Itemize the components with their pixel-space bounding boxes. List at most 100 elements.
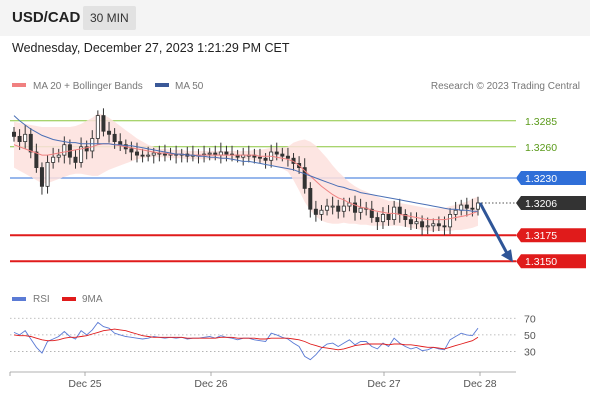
candle-body (380, 213, 385, 223)
level-value: 1.3260 (525, 142, 557, 154)
candle (380, 207, 385, 229)
candle-body (464, 204, 469, 209)
candle-body (459, 204, 464, 211)
candle (308, 182, 313, 218)
candle (330, 196, 335, 215)
candle-body (358, 207, 363, 213)
rsi-legend-swatch (12, 297, 26, 301)
candle (90, 130, 95, 159)
candle-body (62, 144, 67, 156)
candle-body (34, 151, 39, 168)
candle-body (39, 167, 44, 187)
candle (73, 149, 78, 169)
x-tick-label: Dec 28 (463, 378, 496, 390)
level-value: 1.3150 (525, 256, 557, 268)
x-tick-label: Dec 27 (367, 378, 400, 390)
candle (280, 147, 285, 162)
candle (436, 216, 441, 232)
candle-body (369, 208, 374, 218)
candle (414, 212, 419, 229)
main-legend: MA 20 + Bollinger Bands MA 50 Research ©… (12, 81, 580, 92)
level-label-1.3260: 1.3260 (525, 142, 557, 154)
candle-body (151, 152, 156, 156)
candles (11, 108, 480, 236)
candle (263, 153, 268, 169)
candle-body (263, 157, 268, 161)
candle (475, 196, 480, 216)
level-value: 1.3175 (525, 230, 557, 242)
candle-body (420, 221, 425, 228)
interval-button[interactable]: 30 MIN (83, 6, 136, 30)
projection-arrow-head (501, 249, 513, 263)
timestamp: Wednesday, December 27, 2023 1:21:29 PM … (12, 41, 290, 55)
level-label-1.3230: 1.3230 (516, 171, 586, 185)
candle (448, 208, 453, 235)
candle-body (302, 167, 307, 189)
candle-body (431, 223, 436, 227)
candle (375, 212, 380, 230)
candle-body (112, 133, 117, 143)
candle-body (134, 151, 139, 156)
level-tag (516, 254, 586, 269)
candle (107, 121, 112, 143)
level-tag (516, 228, 586, 243)
rsi-tick-label: 30 (524, 346, 536, 358)
projection-arrow (478, 202, 513, 263)
candle (112, 128, 117, 149)
rsi-ma-legend-label: 9MA (82, 294, 103, 305)
candle-body (425, 225, 430, 228)
ma50-legend-label: MA 50 (175, 81, 204, 92)
candle-body (319, 209, 324, 215)
candle (464, 197, 469, 217)
candle (358, 198, 363, 220)
ma50-legend-swatch (155, 83, 169, 87)
ma50-line (13, 115, 478, 212)
x-axis: Dec 25 Dec 26 Dec 27 Dec 28 (9, 371, 516, 390)
chart-header: USD/CAD 30 MIN (0, 0, 590, 36)
candle-body (84, 146, 89, 152)
candle (28, 128, 33, 159)
candle (386, 205, 391, 226)
candle-body (45, 161, 50, 187)
candle-body (79, 146, 84, 163)
candle-body (375, 217, 380, 223)
candle (336, 199, 341, 219)
candle-body (330, 205, 335, 208)
level-label-1.3285: 1.3285 (525, 116, 557, 128)
rsi-legend-label: RSI (33, 294, 50, 305)
candle-body (162, 153, 167, 156)
candle-body (280, 153, 285, 157)
candle-body (73, 156, 78, 163)
candle-body (140, 154, 145, 157)
level-value: 1.3230 (525, 173, 557, 185)
rsi-legend: RSI 9MA (12, 294, 103, 305)
candle-body (453, 209, 458, 215)
candle (425, 217, 430, 235)
candle-body (397, 206, 402, 215)
candle (157, 145, 162, 162)
rsi-tick-label: 70 (524, 313, 536, 325)
candle (325, 198, 330, 216)
candle (431, 218, 436, 233)
candle-body (353, 202, 358, 213)
candle (129, 141, 134, 161)
rsi-line (13, 321, 479, 361)
candle-body (325, 205, 330, 211)
candle (408, 212, 413, 230)
candle (45, 155, 50, 194)
level-tag (516, 195, 586, 210)
candle-body (403, 213, 408, 220)
candle (51, 147, 56, 169)
candle (101, 108, 106, 137)
candle-body (101, 115, 106, 132)
candle (319, 205, 324, 221)
candle-body (442, 225, 447, 228)
candle (302, 158, 307, 194)
candle (403, 209, 408, 227)
candle-body (408, 219, 413, 225)
candle (62, 136, 67, 164)
candle-body (308, 187, 313, 210)
candle-body (17, 135, 22, 142)
candle-body (274, 151, 279, 155)
candle (224, 145, 229, 162)
